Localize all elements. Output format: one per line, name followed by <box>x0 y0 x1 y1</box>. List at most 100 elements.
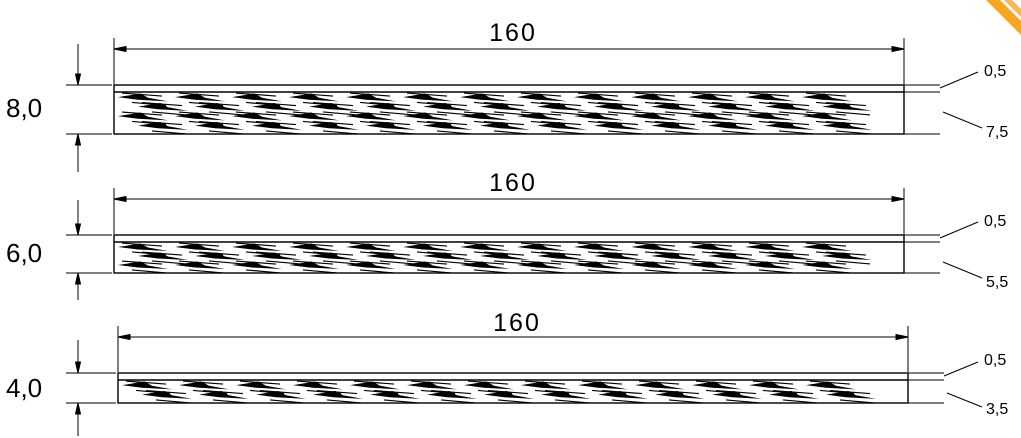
fiber-streak <box>778 111 814 116</box>
fiber-streak <box>654 101 696 107</box>
fiber-streak <box>520 242 562 247</box>
fiber-streak <box>125 380 167 385</box>
fiber-bundle <box>403 112 453 121</box>
fiber-streak <box>436 260 472 265</box>
fiber-streak <box>292 111 334 116</box>
fiber-bundle <box>350 381 400 390</box>
fiber-streak <box>178 242 220 247</box>
fiber-streak <box>601 389 643 395</box>
fiber-bundle <box>118 261 168 269</box>
fiber-streak <box>292 242 334 247</box>
fiber-streak <box>809 380 851 385</box>
fiber-bundle <box>765 122 815 130</box>
bottom-layer-label: 3,5 <box>986 401 1008 418</box>
fiber-bundle <box>138 103 188 111</box>
fiber-bundle <box>574 112 624 121</box>
fiber-streak <box>748 260 790 265</box>
fiber-streak <box>379 130 415 135</box>
fiber-bundle <box>346 93 396 102</box>
fiber-bundle <box>802 93 852 102</box>
fiber-streak <box>654 120 696 126</box>
fiber-core-hatch <box>122 380 876 404</box>
fiber-bundle <box>175 243 225 251</box>
fiber-streak <box>577 111 619 116</box>
width-dimension <box>113 188 905 234</box>
fiber-streak <box>772 389 814 395</box>
fiber-streak <box>326 399 362 404</box>
fiber-streak <box>312 120 354 126</box>
fiber-streak <box>121 92 163 97</box>
fiber-bundle <box>688 261 738 269</box>
fiber-streak <box>550 111 586 116</box>
fiber-bundle <box>826 391 876 399</box>
layer-dimension-lines <box>908 361 983 408</box>
fiber-streak <box>805 111 847 116</box>
fiber-streak <box>554 399 590 404</box>
fiber-bundle <box>460 93 510 102</box>
fiber-streak <box>805 242 847 247</box>
fiber-bundle <box>631 261 681 269</box>
fiber-streak <box>463 92 505 97</box>
fiber-bundle <box>484 391 534 399</box>
fiber-streak <box>497 399 533 404</box>
fiber-streak <box>530 269 566 274</box>
fiber-streak <box>611 399 647 404</box>
board-outline <box>113 234 905 274</box>
fiber-streak <box>805 92 847 97</box>
fiber-bundle <box>802 112 852 121</box>
fiber-bundle <box>256 391 306 399</box>
fiber-streak <box>235 111 277 116</box>
fiber-bundle <box>635 381 685 390</box>
fiber-streak <box>436 130 472 135</box>
fiber-bundle <box>370 391 420 399</box>
width-label: 160 <box>489 169 537 197</box>
fiber-streak <box>607 260 643 265</box>
fiber-bundle <box>631 112 681 121</box>
fiber-streak <box>212 399 248 404</box>
board-outline <box>113 84 905 135</box>
thickness-label: 8,0 <box>6 93 42 123</box>
fiber-streak <box>349 111 391 116</box>
fiber-bundle <box>252 122 302 130</box>
fiber-bundle <box>712 391 762 399</box>
corner-accent <box>986 0 1021 35</box>
fiber-streak <box>597 120 639 126</box>
fiber-streak <box>259 389 301 395</box>
fiber-streak <box>463 111 505 116</box>
fiber-streak <box>292 92 334 97</box>
fiber-streak <box>312 101 354 107</box>
fiber-streak <box>383 399 419 404</box>
fiber-bundle <box>289 243 339 251</box>
fiber-streak <box>778 130 814 135</box>
top-layer-label: 0,5 <box>984 213 1006 230</box>
fiber-streak <box>178 92 220 97</box>
fiber-streak <box>654 251 696 256</box>
fiber-streak <box>550 260 586 265</box>
fiber-streak <box>607 111 643 116</box>
fiber-bundle <box>688 93 738 102</box>
fiber-bundle <box>745 243 795 251</box>
fiber-bundle <box>118 112 168 121</box>
fiber-bundle <box>594 252 644 260</box>
fiber-bundle <box>822 103 872 111</box>
fiber-bundle <box>541 391 591 399</box>
fiber-streak <box>825 120 867 126</box>
fiber-bundle <box>460 112 510 121</box>
fiber-bundle <box>142 391 192 399</box>
fiber-bundle <box>517 93 567 102</box>
fiber-streak <box>829 389 871 395</box>
width-label: 160 <box>493 309 541 337</box>
fiber-bundle <box>517 261 567 269</box>
fiber-streak <box>269 399 305 404</box>
fiber-streak <box>235 242 277 247</box>
fiber-bundle <box>118 243 168 251</box>
fiber-bundle <box>537 103 587 111</box>
fiber-bundle <box>769 391 819 399</box>
fiber-bundle <box>574 243 624 251</box>
board-outline <box>117 372 909 404</box>
fiber-streak <box>379 260 415 265</box>
fiber-core-hatch <box>118 92 872 135</box>
fiber-streak <box>835 130 871 135</box>
thickness-label: 4,0 <box>6 373 42 403</box>
